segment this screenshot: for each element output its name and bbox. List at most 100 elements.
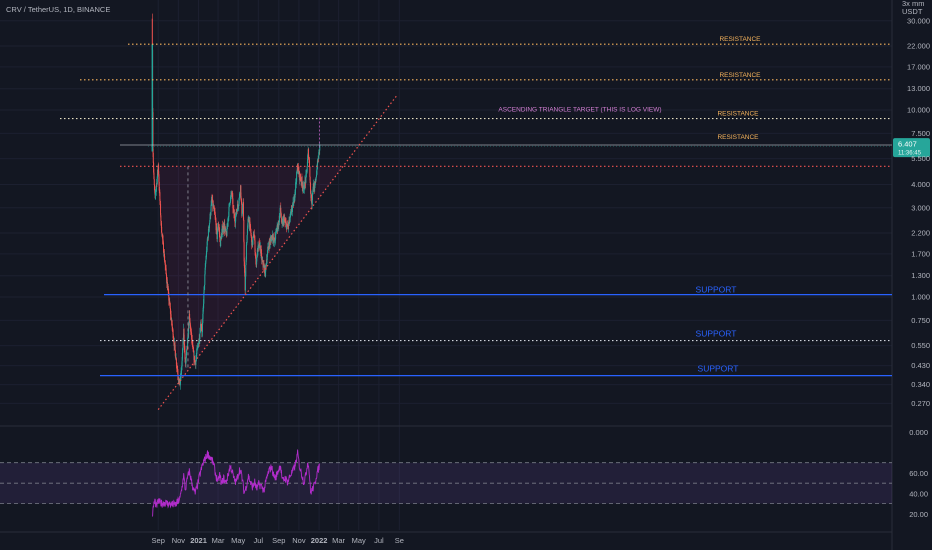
candle-down [310, 182, 312, 194]
candle-down [184, 347, 186, 351]
candle-up [188, 324, 190, 335]
time-tick-label: Nov [172, 536, 186, 545]
support-label: SUPPORT [698, 364, 739, 374]
candle-up [317, 158, 319, 162]
candle-down [194, 361, 196, 364]
rsi-tick-label: 60.00 [909, 469, 928, 478]
candle-up [206, 241, 208, 251]
candle-down [218, 226, 220, 230]
candle-up [239, 193, 241, 194]
candle-down [273, 237, 275, 242]
candle-down [160, 215, 162, 221]
candle-up [238, 193, 240, 198]
price-tick-label: 5.500 [911, 154, 930, 163]
time-tick-label: Jul [374, 536, 384, 545]
candle-down [244, 267, 246, 277]
candle-down [275, 230, 277, 232]
time-tick-label: 2022 [311, 536, 328, 545]
candle-down [265, 264, 267, 266]
drawing-layer: RESISTANCE RESISTANCE RESISTANCE RESISTANCE… [60, 36, 930, 410]
candle-down [255, 258, 257, 262]
currency-label: USDT [902, 7, 923, 16]
candle-up [209, 220, 211, 224]
candle-up [305, 171, 307, 175]
candle-up [271, 237, 273, 242]
candle-up [208, 228, 210, 230]
candle-down [169, 306, 171, 309]
candle-up [257, 245, 259, 252]
candle-up [316, 160, 318, 169]
candle-down [242, 202, 244, 220]
candle-up [268, 241, 270, 248]
candle-up [201, 331, 203, 333]
candle-down [161, 232, 163, 236]
candle-down [154, 184, 156, 190]
candle-up [195, 356, 197, 360]
candle-up [294, 197, 296, 200]
candle-down [174, 342, 176, 346]
time-tick-label: May [231, 536, 245, 545]
candle-down [301, 177, 303, 182]
candle-down [165, 268, 167, 274]
last-price-tag [893, 138, 930, 158]
candle-up [238, 203, 240, 207]
candle-down [223, 226, 225, 230]
time-tick-label: Se [395, 536, 404, 545]
candle-down [171, 320, 173, 327]
candle-up [289, 213, 291, 218]
price-tick-label: 0.750 [911, 316, 930, 325]
candle-down [158, 164, 160, 175]
candle-down [165, 267, 167, 269]
candle-down [212, 204, 214, 208]
candle-up [278, 220, 280, 227]
candle-down [177, 377, 179, 381]
candle-up [287, 222, 289, 228]
time-tick-label: Sep [152, 536, 165, 545]
candle-up [216, 233, 218, 240]
candle-up [199, 332, 201, 340]
candle-up [244, 276, 246, 291]
candle-down [251, 237, 253, 246]
candle-down [164, 260, 166, 263]
candle-up [291, 210, 293, 212]
candle-down [174, 350, 176, 358]
price-tick-label: 0.550 [911, 341, 930, 350]
candle-up [201, 322, 203, 332]
candle-up [245, 259, 247, 266]
candle-down [153, 162, 155, 173]
candle-up [315, 174, 317, 178]
candle-up [196, 353, 198, 357]
candle-up [206, 240, 208, 242]
candle-up [241, 213, 243, 216]
candle-down [243, 219, 245, 242]
resistance-label: RESISTANCE [719, 36, 761, 43]
candle-up [229, 203, 231, 205]
price-tick-label: 1.700 [911, 249, 930, 258]
candle-down [285, 222, 287, 223]
candle-down [240, 196, 242, 199]
candle-up [277, 227, 279, 230]
candle-down [165, 265, 167, 268]
candle-down [151, 18, 153, 50]
candle-down [173, 339, 175, 343]
candle-up [314, 183, 316, 186]
candle-down [183, 329, 185, 340]
candle-down [224, 223, 226, 231]
candle-up [294, 191, 296, 198]
rsi-pane [0, 449, 892, 517]
candle-up [274, 233, 276, 241]
candle-up [279, 207, 281, 214]
candle-down [214, 213, 216, 215]
price-tick-label: 30.000 [907, 16, 930, 25]
grid-layer [0, 0, 893, 550]
candle-down [260, 250, 262, 253]
candle-up [295, 181, 297, 183]
price-tick-label: 4.000 [911, 180, 930, 189]
triangle-pattern [156, 166, 344, 381]
time-tick-label: May [352, 536, 366, 545]
candle-down [201, 326, 203, 329]
candle-up [295, 182, 297, 190]
